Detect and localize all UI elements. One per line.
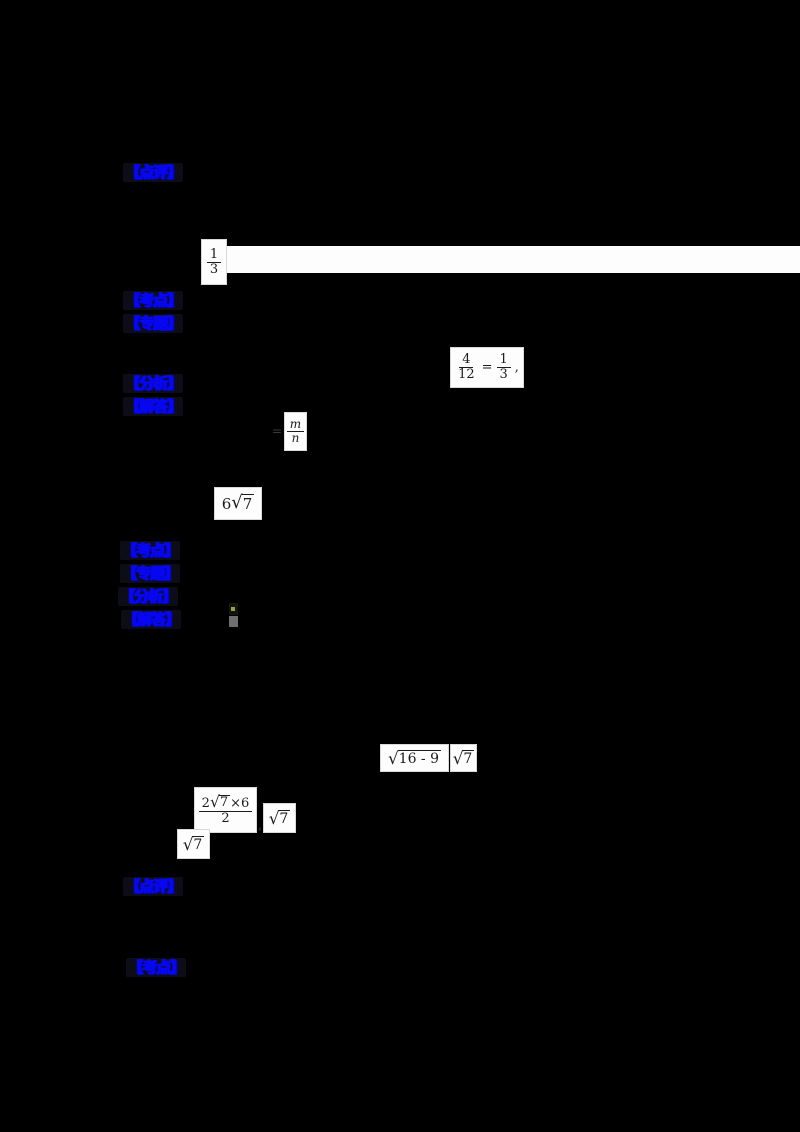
formula-image-sqrt-7-line2: √ 7	[263, 803, 296, 833]
sqrt-16-minus-9: √ 16 - 9	[387, 747, 442, 768]
section-label-jieda-2[interactable]: 【解答】	[121, 610, 182, 629]
section-label-kaodian-2[interactable]: 【考点】	[120, 541, 181, 560]
fraction-one-third: 1 3	[206, 248, 222, 276]
formula-image-sqrt-7-line1: √ 7	[450, 744, 477, 772]
section-label-kaodian-1[interactable]: 【考点】	[123, 291, 184, 310]
fraction-m-n: m n	[286, 418, 305, 444]
sqrt-7: √ 7	[209, 792, 231, 811]
section-label-zhuanti-1[interactable]: 【专题】	[123, 314, 184, 333]
section-label-jieda-1[interactable]: 【解答】	[123, 397, 184, 416]
formula-image-sqrt-7-line3: √ 7	[177, 829, 210, 859]
dim-equals-sign: =	[272, 424, 283, 438]
formula-image-2sqrt7-times-6-over-2: 2 √ 7 ×6 2	[194, 787, 257, 833]
fraction-4-12: 4 12	[458, 352, 475, 382]
section-label-dianping-1[interactable]: 【点评】	[123, 163, 184, 182]
sqrt-7: √ 7	[182, 833, 205, 854]
formula-image-sqrt-16-minus-9: √ 16 - 9	[380, 744, 449, 772]
dim-comma: ,	[258, 818, 263, 833]
formula-image-6-sqrt-7: 6 √ 7	[214, 487, 262, 520]
comma-suffix: ,	[514, 360, 519, 375]
formula-image-4-12-equals-1-3: 4 12 = 1 3 ,	[450, 347, 524, 388]
formula-image-m-over-n: m n	[284, 412, 307, 451]
section-label-zhuanti-2[interactable]: 【专题】	[120, 564, 181, 583]
sqrt-7: √ 7	[452, 747, 475, 768]
section-label-fenxi-2[interactable]: 【分析】	[118, 587, 179, 606]
fraction-2sqrt7x6-over-2: 2 √ 7 ×6 2	[198, 792, 253, 825]
fraction-1-3: 1 3	[496, 353, 511, 381]
formula-image-one-third: 1 3	[201, 239, 227, 285]
equals-sign: =	[481, 360, 493, 375]
tiny-image-fragment-icon	[229, 603, 240, 629]
sqrt-7: √ 7	[231, 492, 255, 513]
sqrt-7: √ 7	[268, 807, 291, 828]
section-label-dianping-2[interactable]: 【点评】	[123, 877, 184, 896]
section-label-kaodian-3[interactable]: 【考点】	[126, 958, 187, 977]
formula-strip-background	[204, 246, 800, 273]
section-label-fenxi-1[interactable]: 【分析】	[123, 374, 184, 393]
